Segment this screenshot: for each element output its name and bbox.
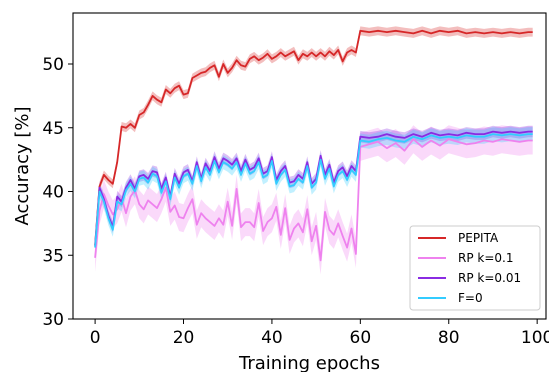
- y-tick-label: 30: [42, 310, 64, 330]
- y-tick-label: 35: [42, 246, 64, 266]
- x-axis-label: Training epochs: [238, 353, 380, 372]
- legend-label: RP k=0.1: [458, 251, 513, 265]
- legend: PEPITA RP k=0.1 RP k=0.01 F=0: [409, 225, 541, 311]
- series-line-0: [94, 29, 533, 246]
- series-line-1: [94, 138, 533, 262]
- x-tick-label: 0: [90, 328, 101, 348]
- series-lines: [94, 29, 533, 262]
- x-tick-label: 20: [173, 328, 195, 348]
- plot-frame: [72, 12, 547, 320]
- band-2: [95, 125, 533, 253]
- series-line-3: [94, 133, 533, 248]
- x-tick-label: 60: [350, 328, 372, 348]
- legend-label: F=0: [458, 291, 483, 305]
- confidence-bands: [95, 26, 533, 275]
- band-1: [95, 125, 533, 275]
- legend-label: PEPITA: [458, 231, 499, 245]
- y-axis-label: Accuracy [%]: [12, 106, 33, 225]
- x-tick-label: 80: [438, 328, 460, 348]
- y-tick-label: 40: [42, 183, 64, 203]
- legend-label: RP k=0.01: [458, 271, 521, 285]
- y-tick-label: 45: [42, 119, 64, 139]
- series-line-2: [94, 130, 533, 247]
- band-3: [95, 127, 533, 255]
- x-tick-label: 40: [261, 328, 283, 348]
- x-tick-label: 100: [521, 328, 549, 348]
- y-tick-label: 50: [42, 55, 64, 75]
- legend-box: [409, 225, 541, 311]
- axis-ticks: 0 20 40 60 80 100 30 35 40 45 50: [42, 55, 549, 348]
